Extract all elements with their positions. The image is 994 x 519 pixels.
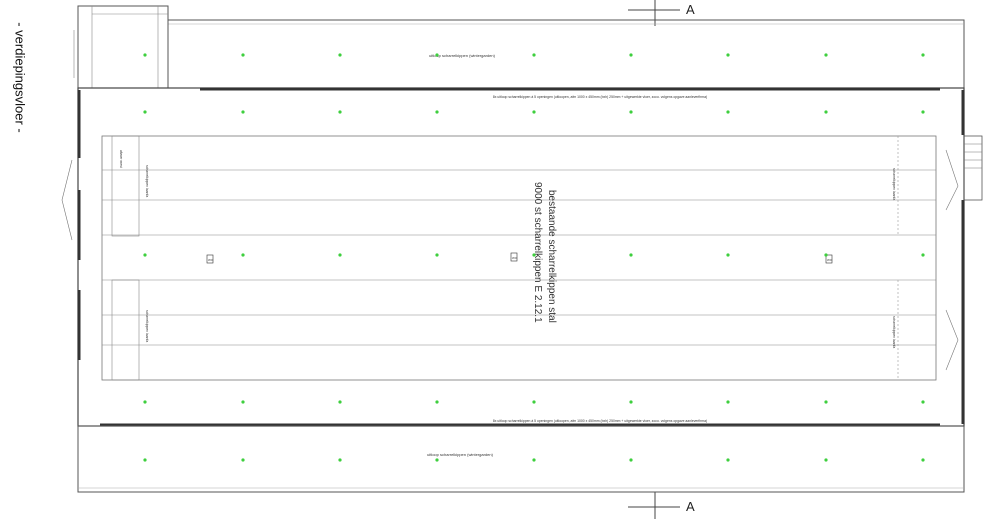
grid-point — [921, 110, 925, 114]
column-grid-points — [143, 53, 925, 462]
grid-point — [143, 110, 147, 114]
grid-point — [143, 253, 147, 257]
annex-top-left — [77, 5, 169, 89]
grid-point — [629, 53, 633, 57]
grid-point — [629, 253, 633, 257]
grid-point — [143, 53, 147, 57]
grid-point — [921, 53, 925, 57]
label-right-1: scharrelkippen laanfa — [892, 168, 896, 200]
grid-point — [241, 253, 245, 257]
grid-point — [532, 110, 536, 114]
uitloop-bottom-label: uitloop scharrelkippen (wintergarden) — [427, 452, 493, 457]
grid-point — [338, 253, 342, 257]
grid-point — [241, 110, 245, 114]
grid-point — [435, 458, 439, 462]
grid-point — [629, 400, 633, 404]
grid-point — [532, 458, 536, 462]
grid-point — [629, 110, 633, 114]
tag-center: WO — [512, 256, 518, 260]
grid-point — [338, 110, 342, 114]
grid-point — [921, 458, 925, 462]
label-row-1: scharrelkippen laanfa — [145, 165, 149, 197]
grid-point — [726, 400, 730, 404]
section-marker-bottom: A — [686, 499, 695, 514]
grid-point — [338, 400, 342, 404]
grid-point — [435, 253, 439, 257]
center-label-2: 9000 st scharrelkippen E 2.12.1 — [532, 182, 543, 323]
grid-point — [921, 253, 925, 257]
center-label-1: bestaande scharrelkippen stal — [546, 190, 557, 323]
grid-point — [532, 53, 536, 57]
label-row-2: scharrelkippen laanfa — [145, 310, 149, 342]
spec-note-bottom: 8x uitloop scharrelkippen à 5 openingen … — [493, 419, 707, 423]
grid-point — [824, 110, 828, 114]
grid-point — [338, 458, 342, 462]
tag-right: WO — [827, 258, 833, 262]
grid-point — [338, 53, 342, 57]
grid-point — [435, 110, 439, 114]
uitloop-top-area — [167, 19, 965, 89]
grid-point — [726, 253, 730, 257]
main-hall — [77, 87, 965, 427]
uitloop-top-label: uitloop scharrelkippen (wintergarden) — [429, 53, 495, 58]
grid-point — [241, 53, 245, 57]
grid-point — [824, 400, 828, 404]
grid-point — [241, 400, 245, 404]
grid-point — [435, 53, 439, 57]
grid-point — [824, 53, 828, 57]
tag-left: WO — [208, 258, 214, 262]
grid-point — [824, 458, 828, 462]
grid-point — [143, 458, 147, 462]
grid-point — [532, 253, 536, 257]
grid-point — [435, 400, 439, 404]
grid-point — [143, 400, 147, 404]
grid-point — [921, 400, 925, 404]
grid-point — [824, 253, 828, 257]
grid-point — [726, 53, 730, 57]
spec-note-top: 8x uitloop scharrelkippen à 5 openingen … — [493, 95, 707, 99]
grid-point — [726, 458, 730, 462]
inner-pen-area — [101, 135, 937, 381]
section-marker-top: A — [686, 2, 695, 17]
label-afvoer: afvoer mest — [119, 150, 123, 168]
uitloop-bottom-area — [77, 425, 965, 493]
grid-point — [241, 458, 245, 462]
grid-point — [726, 110, 730, 114]
grid-point — [629, 458, 633, 462]
label-right-2: scharrelkippen laanfa — [892, 316, 896, 348]
grid-point — [532, 400, 536, 404]
